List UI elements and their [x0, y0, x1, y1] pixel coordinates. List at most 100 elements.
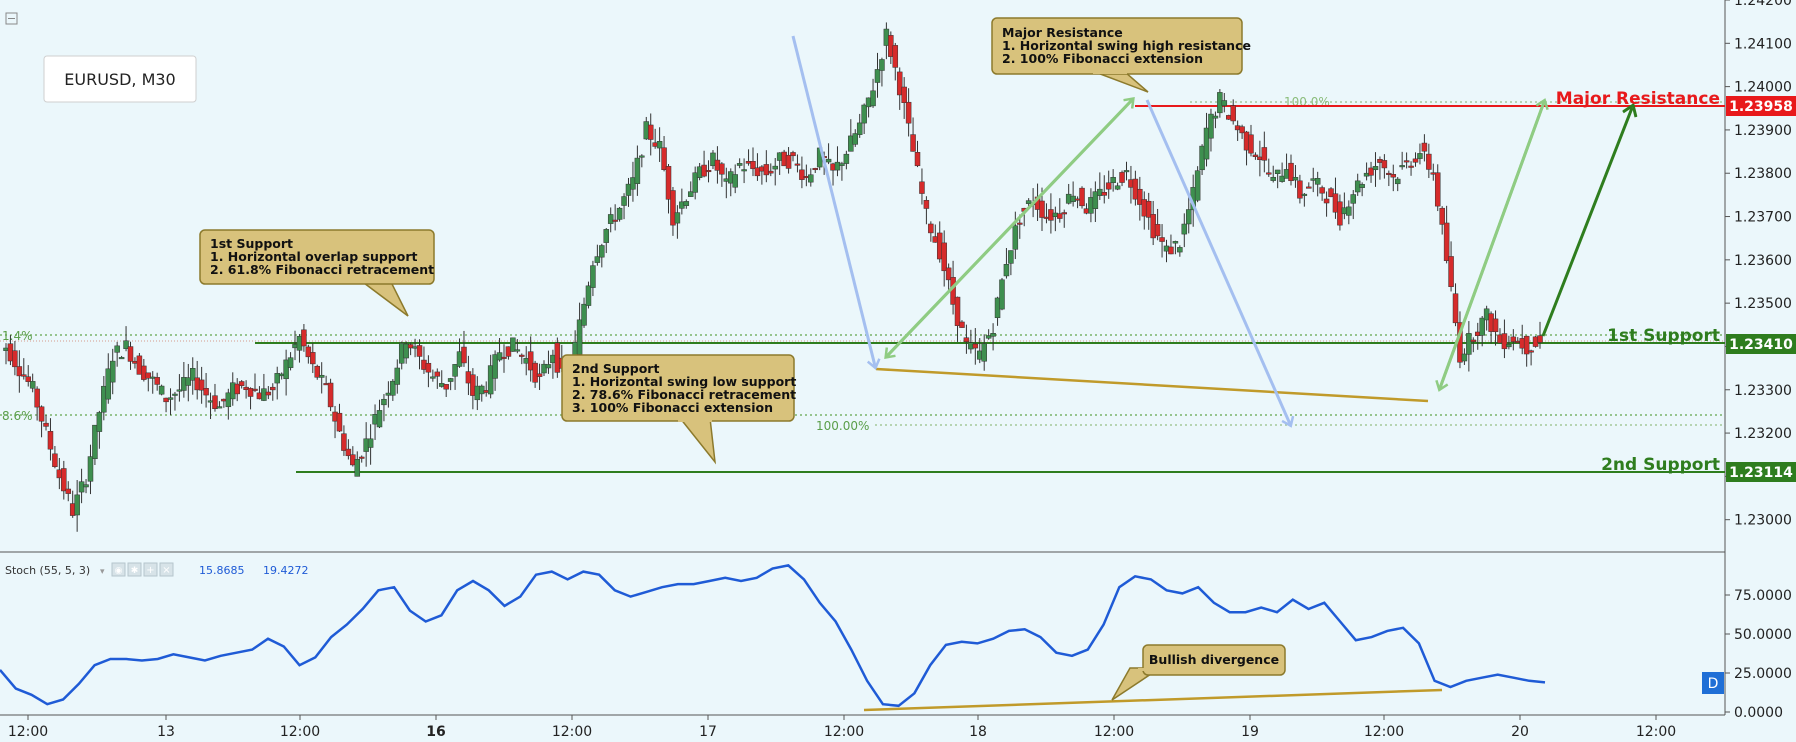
candle-down — [341, 433, 347, 451]
candle-up — [1506, 344, 1512, 348]
price-axis-bg[interactable] — [1725, 0, 1796, 742]
callout-first-support: 1st Support 1. Horizontal overlap suppor… — [199, 229, 435, 317]
candle-up — [1194, 170, 1201, 201]
stoch-axis[interactable]: 75.0000 50.0000 25.0000 0.0000 — [1725, 588, 1792, 721]
callout-first-support-line2: 2. 61.8% Fibonacci retracement — [210, 262, 434, 277]
candle-down — [1390, 174, 1397, 178]
candle-down — [923, 200, 930, 209]
candle-down — [1168, 246, 1174, 255]
add-icon[interactable] — [143, 562, 158, 577]
dropdown-icon[interactable]: ▾ — [100, 567, 105, 577]
candle-up — [216, 406, 223, 409]
stoch-pane[interactable] — [0, 553, 1725, 715]
candle-up — [92, 424, 98, 460]
candle-down — [750, 161, 756, 170]
candle-down — [12, 350, 18, 368]
candle-up — [109, 360, 116, 383]
candle-down — [1119, 172, 1125, 183]
candle-up — [683, 201, 690, 206]
candle-down — [1448, 256, 1454, 287]
candle-up — [381, 398, 387, 406]
candle-up — [189, 368, 196, 381]
candle-up — [1274, 169, 1281, 175]
trendline-lower[interactable] — [875, 367, 1429, 403]
stoch-line[interactable] — [0, 564, 1546, 708]
candle-down — [247, 388, 254, 397]
candle-up — [83, 484, 89, 488]
time-axis[interactable]: 12:00 13 12:00 16 12:00 17 12:00 18 12:00 19 12:00… — [8, 715, 1676, 740]
candle-down — [1323, 198, 1330, 204]
candle-up — [825, 158, 832, 163]
time-tick-label: 13 — [157, 724, 175, 740]
candle-down — [812, 168, 818, 171]
candle-down — [972, 343, 979, 349]
settings-icon[interactable] — [127, 562, 142, 577]
candle-up — [985, 335, 992, 339]
candle-down — [238, 381, 245, 386]
stoch-controls[interactable]: ◉ ✱ + × — [111, 562, 174, 577]
candle-down — [1537, 335, 1543, 343]
candle-down — [910, 134, 916, 152]
candle-down — [1319, 187, 1325, 194]
interval-badge-label: D — [1708, 676, 1719, 692]
candle-down — [461, 346, 467, 364]
remove-icon[interactable] — [159, 562, 174, 577]
stoch-tick-label: 50.0000 — [1734, 627, 1792, 643]
candle-down — [25, 376, 31, 382]
candle-down — [1248, 134, 1254, 154]
candle-down — [1426, 153, 1432, 170]
candle-down — [527, 351, 534, 371]
candle-down — [65, 488, 71, 494]
candle-down — [61, 468, 67, 492]
time-tick-label: 12:00 — [552, 724, 592, 740]
candle-down — [47, 431, 54, 450]
analysis-arrows[interactable] — [791, 35, 1632, 428]
candle-down — [914, 152, 921, 167]
time-tick-label: 18 — [969, 724, 987, 740]
collapse-icon[interactable] — [5, 12, 18, 25]
candle-up — [874, 69, 881, 83]
candlestick-series[interactable] — [3, 22, 1543, 532]
candle-down — [407, 344, 414, 349]
candle-up — [1008, 250, 1014, 264]
svg-text:◉: ◉ — [115, 566, 123, 576]
candle-down — [670, 190, 676, 226]
candle-down — [136, 355, 143, 375]
callout-first-support-title: 1st Support — [210, 236, 293, 251]
callout-first-support-line1: 1. Horizontal overlap support — [210, 249, 417, 264]
candle-down — [963, 337, 970, 343]
time-tick-label: 17 — [699, 724, 717, 740]
price-tick-label: 1.24200 — [1734, 0, 1792, 9]
candle-up — [492, 354, 498, 379]
eye-icon[interactable] — [111, 562, 126, 577]
candle-up — [394, 367, 401, 385]
candle-down — [1408, 165, 1414, 168]
candle-up — [1479, 317, 1485, 336]
candle-up — [96, 412, 103, 432]
candle-down — [785, 154, 792, 169]
candle-down — [1421, 142, 1428, 152]
candle-up — [741, 169, 747, 172]
candle-down — [790, 152, 796, 157]
candle-up — [607, 214, 614, 224]
candle-down — [203, 388, 209, 396]
major-resistance-tag: 1.23958 — [1726, 96, 1796, 116]
candle-up — [118, 357, 125, 360]
divergence-line[interactable] — [863, 688, 1443, 712]
time-tick-label: 12:00 — [1094, 724, 1134, 740]
candle-down — [1439, 207, 1445, 225]
candle-up — [29, 381, 36, 389]
price-tick-label: 1.23900 — [1734, 123, 1792, 139]
candle-down — [647, 124, 654, 140]
candle-down — [919, 181, 925, 194]
candle-up — [430, 376, 436, 379]
candle-up — [710, 152, 716, 167]
candle-up — [732, 174, 738, 188]
candle-up — [1172, 241, 1179, 244]
major-resistance-label: Major Resistance — [1556, 89, 1720, 109]
candle-down — [1154, 224, 1161, 237]
interval-badge[interactable]: D — [1702, 672, 1724, 694]
candle-up — [634, 157, 641, 184]
candle-up — [172, 393, 178, 396]
